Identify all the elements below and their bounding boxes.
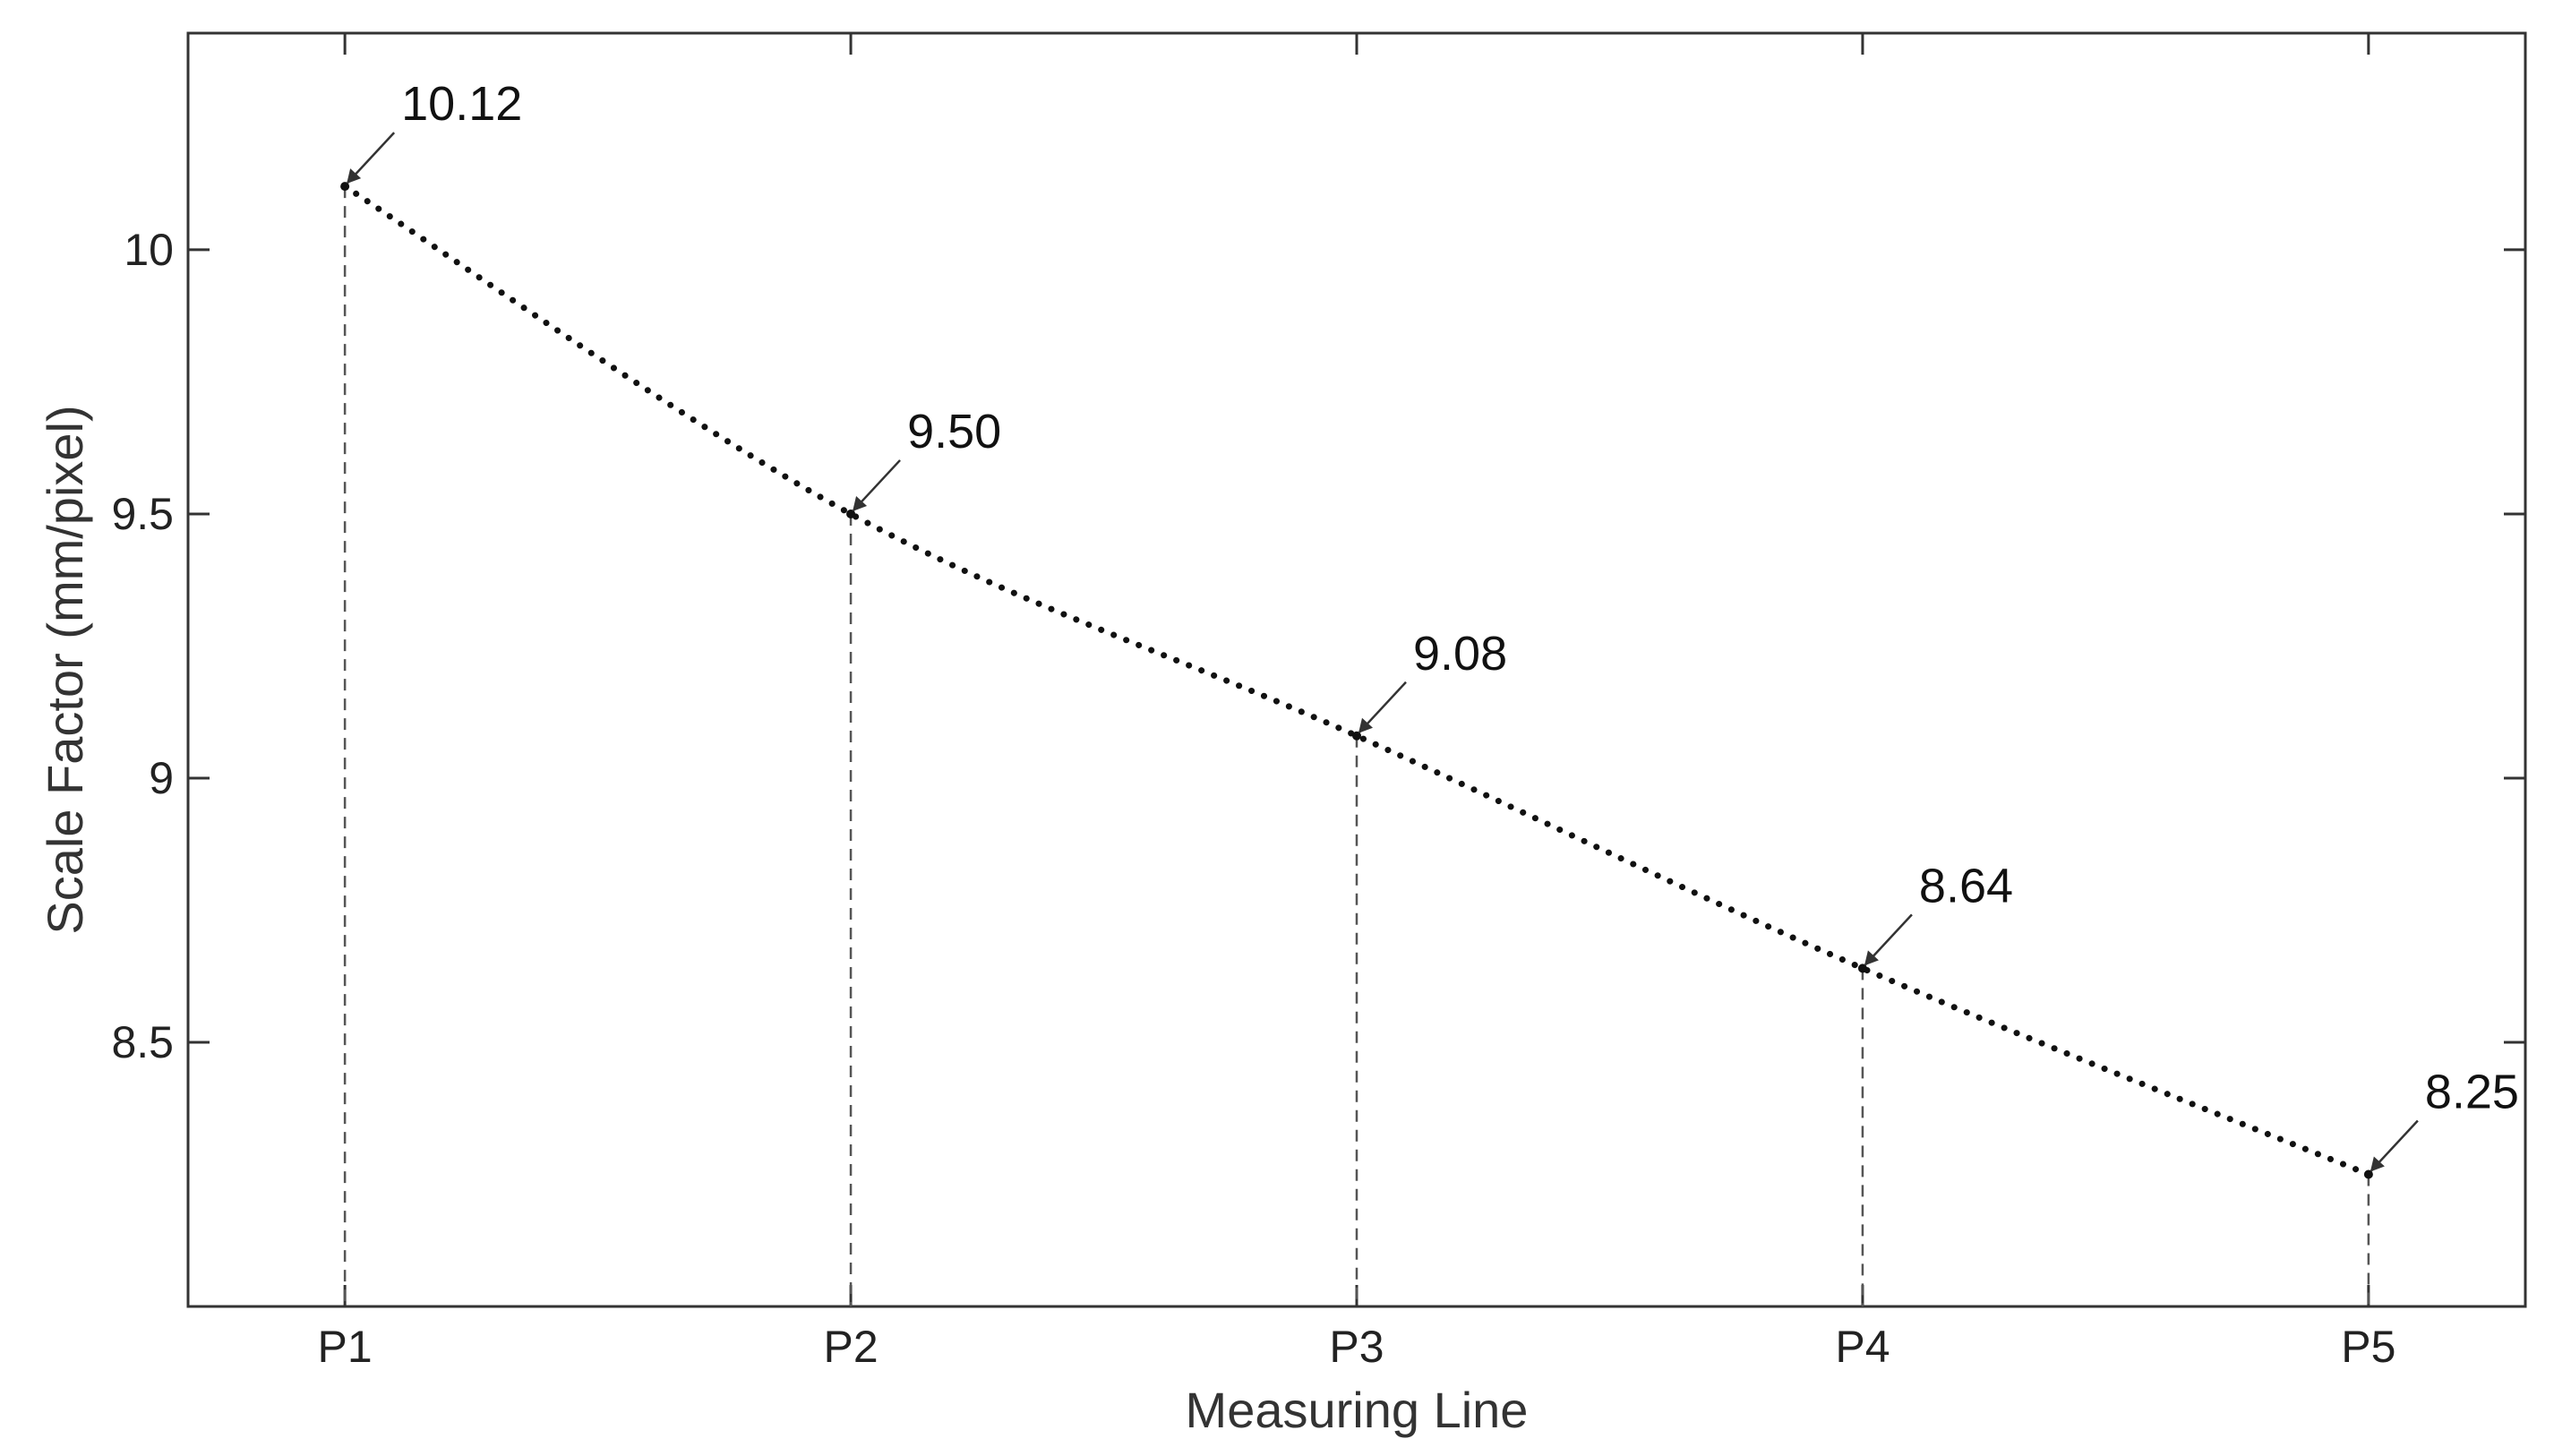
data-label: 8.25 <box>2425 1065 2519 1118</box>
data-point <box>1352 731 1361 741</box>
x-tick-label: P1 <box>318 1322 373 1372</box>
axis-ticks: P1 P2 P3 P4 P5 8.5 9 9.5 10 <box>111 33 2525 1372</box>
label-arrowhead <box>1358 717 1373 733</box>
x-tick-label: P4 <box>1835 1322 1890 1372</box>
x-tick-label: P3 <box>1329 1322 1384 1372</box>
data-label: 9.50 <box>907 405 1001 458</box>
label-arrowhead <box>1864 950 1879 966</box>
data-label: 9.08 <box>1413 627 1507 681</box>
label-arrowhead <box>347 168 362 184</box>
y-tick-label: 9.5 <box>111 489 174 539</box>
y-tick-label: 9 <box>149 753 174 803</box>
data-series <box>340 182 2373 1179</box>
x-tick-label: P5 <box>2341 1322 2395 1372</box>
label-arrowhead <box>2370 1156 2385 1172</box>
y-axis-title: Scale Factor (mm/pixel) <box>37 405 93 934</box>
data-labels: 10.12 9.50 9.08 8.64 8.25 <box>347 77 2519 1172</box>
series-line <box>341 183 2372 1178</box>
y-tick-label: 10 <box>124 225 174 275</box>
data-point <box>846 509 856 518</box>
x-axis-title: Measuring Line <box>1186 1382 1529 1438</box>
drop-lines <box>343 186 2370 1306</box>
data-label: 8.64 <box>1919 859 2013 912</box>
data-point <box>340 182 350 192</box>
x-tick-label: P2 <box>823 1322 878 1372</box>
data-label: 10.12 <box>401 77 522 131</box>
y-tick-label: 8.5 <box>111 1017 174 1067</box>
data-point <box>2363 1169 2373 1179</box>
data-point <box>1857 964 1867 973</box>
label-arrowhead <box>853 495 868 511</box>
